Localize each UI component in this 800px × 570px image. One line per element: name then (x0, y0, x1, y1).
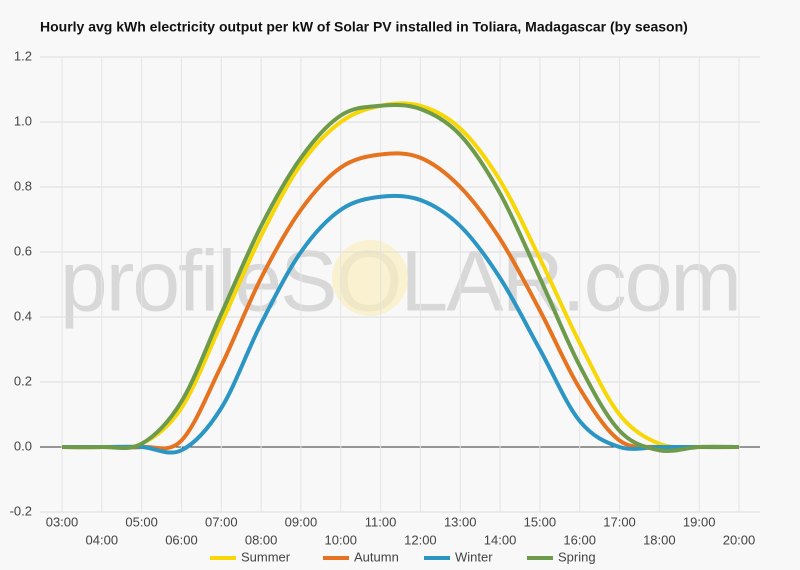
x-tick-label: 11:00 (365, 514, 397, 529)
y-tick-label: -0.2 (10, 503, 32, 518)
series-line (62, 151, 739, 451)
x-tick-label: 14:00 (484, 532, 517, 547)
y-tick-label: 0.2 (14, 373, 32, 388)
series-line (62, 193, 739, 455)
series-line (61, 101, 740, 450)
legend-label: Summer (241, 549, 291, 564)
x-tick-label: 03:00 (46, 514, 79, 529)
y-tick-label: 0.8 (14, 178, 32, 193)
x-tick-label: 18:00 (643, 532, 676, 547)
x-tick-label: 10:00 (324, 532, 357, 547)
watermark-sun (332, 240, 408, 316)
y-tick-label: 0.4 (14, 308, 32, 323)
x-tick-label: 15:00 (524, 514, 557, 529)
x-tick-label: 09:00 (285, 514, 318, 529)
series-line (61, 103, 740, 453)
legend-label: Winter (455, 549, 493, 564)
x-tick-label: 13:00 (444, 514, 477, 529)
x-tick-label: 16:00 (563, 532, 596, 547)
x-tick-label: 08:00 (245, 532, 278, 547)
x-tick-label: 06:00 (165, 532, 198, 547)
y-tick-label: 0.0 (14, 438, 32, 453)
y-tick-label: 1.2 (14, 48, 32, 63)
x-tick-label: 05:00 (125, 514, 158, 529)
x-tick-label: 17:00 (603, 514, 636, 529)
x-tick-label: 07:00 (205, 514, 238, 529)
y-tick-label: 0.6 (14, 243, 32, 258)
x-tick-label: 19:00 (683, 514, 716, 529)
x-tick-label: 20:00 (723, 532, 756, 547)
x-tick-label: 12:00 (404, 532, 437, 547)
y-tick-label: 1.0 (14, 113, 32, 128)
legend-label: Autumn (354, 549, 399, 564)
chart-title: Hourly avg kWh electricity output per kW… (40, 19, 688, 35)
x-tick-label: 04:00 (86, 532, 119, 547)
legend-label: Spring (558, 549, 596, 564)
